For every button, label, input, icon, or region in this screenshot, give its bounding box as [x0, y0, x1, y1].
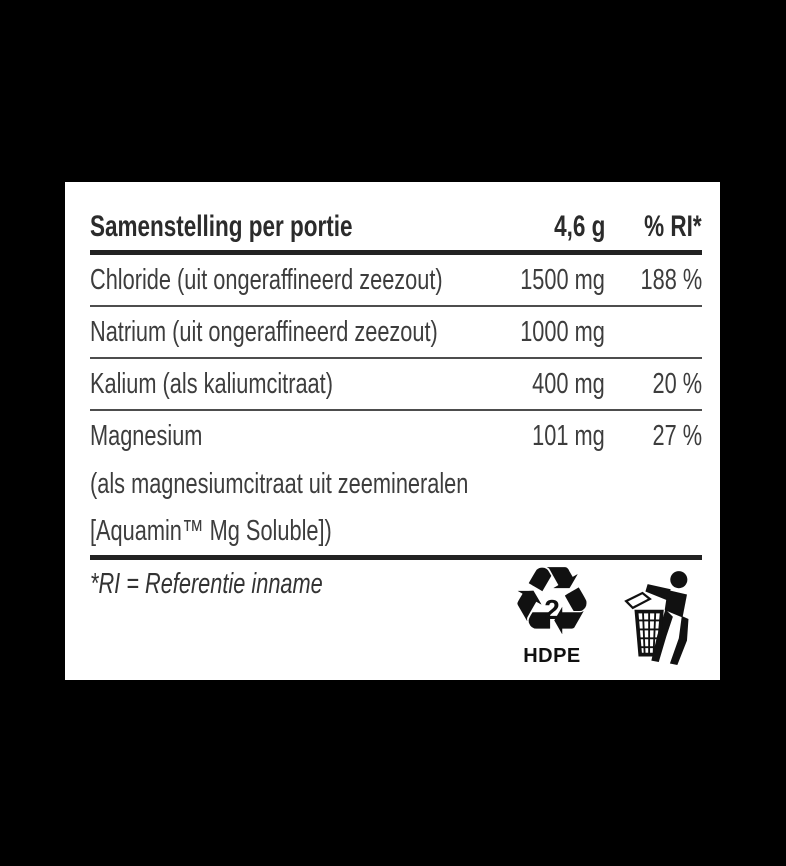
serving-size-header: 4,6 g — [553, 210, 605, 243]
ri-footnote: *RI = Referentie inname — [90, 568, 323, 600]
packaging-icons: ♻ 2 HDPE — [506, 549, 702, 668]
table-title: Samenstelling per portie — [90, 210, 353, 243]
row-divider — [90, 409, 702, 411]
nutrient-name: Kalium (als kaliumcitraat) — [90, 367, 333, 400]
nutrient-ri: 20 % — [652, 367, 702, 400]
nutrition-label-card: Samenstelling per portie 4,6 g % RI* Chl… — [65, 182, 720, 680]
header-rule — [90, 250, 702, 255]
nutrient-amount: 1000 mg — [520, 315, 605, 348]
row-divider — [90, 357, 702, 359]
nutrient-amount: 101 mg — [532, 419, 605, 452]
nutrient-ri: 27 % — [652, 419, 702, 452]
resin-code-label: HDPE — [523, 645, 581, 667]
ri-column-header: % RI* — [644, 210, 702, 243]
nutrient-ri: 188 % — [640, 263, 702, 296]
magnesium-note-line-2: [Aquamin™ Mg Soluble]) — [90, 515, 332, 547]
table-row-kalium: Kalium (als kaliumcitraat) 400 mg 20 % — [90, 359, 702, 409]
nutrient-name: Natrium (uit ongeraffineerd zeezout) — [90, 315, 438, 348]
table-row-natrium: Natrium (uit ongeraffineerd zeezout) 100… — [90, 307, 702, 357]
label-footer: *RI = Referentie inname ♻ 2 HDPE — [90, 549, 702, 668]
tidyman-dispose-icon — [624, 571, 689, 666]
nutrient-name: Magnesium — [90, 419, 203, 452]
row-divider — [90, 305, 702, 307]
resin-code-number: 2 — [544, 594, 560, 625]
nutrient-amount: 400 mg — [532, 367, 605, 400]
table-row-magnesium: Magnesium 101 mg 27 % — [90, 411, 702, 461]
recycling-mobius-loop-icon: ♻ — [509, 549, 595, 655]
table-row-chloride: Chloride (uit ongeraffineerd zeezout) 15… — [90, 255, 702, 305]
magnesium-note-line-1: (als magnesiumcitraat uit zeemineralen — [90, 468, 469, 500]
nutrient-name: Chloride (uit ongeraffineerd zeezout) — [90, 263, 443, 296]
nutrient-amount: 1500 mg — [520, 263, 605, 296]
composition-table: Samenstelling per portie 4,6 g % RI* Chl… — [90, 204, 702, 668]
footer-rule — [90, 555, 702, 560]
recycling-hdpe-icon: ♻ 2 HDPE — [506, 549, 598, 668]
table-header-row: Samenstelling per portie 4,6 g % RI* — [90, 204, 702, 250]
